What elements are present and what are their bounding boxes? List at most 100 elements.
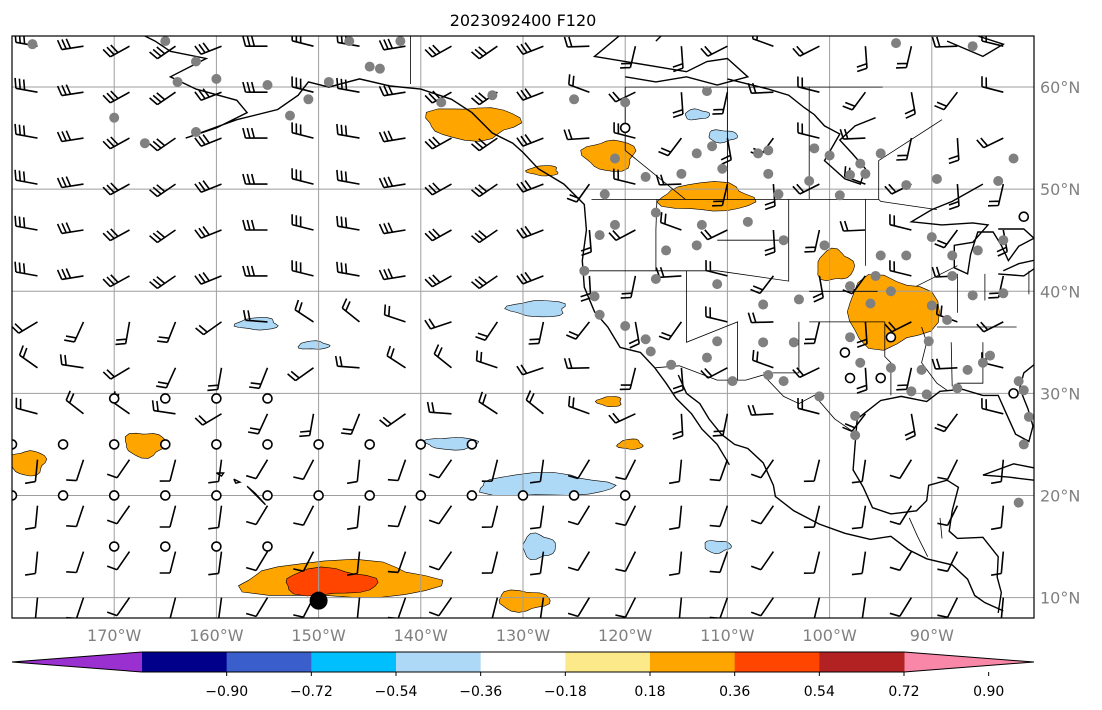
wind-barb xyxy=(658,137,683,157)
station-marker xyxy=(947,250,958,261)
station-marker xyxy=(1008,153,1019,164)
colorbar-tick-label: −0.90 xyxy=(205,684,248,700)
station-marker-calm xyxy=(415,490,427,501)
colorbar-extend-low xyxy=(12,652,142,672)
station-marker xyxy=(860,168,871,179)
wind-barb xyxy=(470,45,498,60)
coastlines xyxy=(143,36,1034,614)
wind-barb xyxy=(470,183,498,198)
wind-barb xyxy=(528,321,545,345)
station-marker xyxy=(855,357,866,368)
station-marker-calm xyxy=(875,372,887,384)
wind-barb xyxy=(896,137,913,161)
station-marker-calm xyxy=(364,439,376,450)
wind-barb xyxy=(65,390,84,415)
colorbar-tick-label: −0.18 xyxy=(544,684,587,700)
wind-barb xyxy=(747,312,774,324)
wind-barb xyxy=(861,597,867,618)
wind-barb xyxy=(102,274,130,288)
station-marker xyxy=(303,94,314,105)
station-marker-calm xyxy=(568,490,580,501)
wind-barb xyxy=(851,505,867,530)
wind-barb xyxy=(563,36,590,48)
wind-barb xyxy=(56,84,84,97)
station-marker xyxy=(691,240,702,251)
station-marker xyxy=(712,279,723,290)
station-marker-calm xyxy=(262,439,273,450)
wind-barb xyxy=(1000,597,1005,618)
wind-barb xyxy=(937,551,959,573)
wind-barb xyxy=(976,321,1004,333)
wind-barb xyxy=(516,271,544,285)
station-marker-calm xyxy=(12,490,18,501)
station-marker xyxy=(875,148,886,159)
wind-barb xyxy=(709,551,729,574)
station-marker xyxy=(594,309,605,320)
wind-barb xyxy=(24,505,39,530)
station-marker-calm xyxy=(466,439,478,450)
station-marker xyxy=(763,168,774,179)
wind-barb xyxy=(217,597,223,618)
coastline-segment xyxy=(909,183,1034,275)
wind-barb xyxy=(299,413,315,438)
station-marker xyxy=(998,235,1009,246)
lon-tick-label: 150°W xyxy=(291,626,346,645)
coastline-segment xyxy=(143,36,731,466)
wind-barb xyxy=(987,183,1005,207)
station-marker-calm xyxy=(108,541,120,552)
contour-region xyxy=(12,450,48,477)
border-segment xyxy=(916,265,958,287)
colorbar-segment xyxy=(819,652,905,672)
wind-barb xyxy=(613,168,636,185)
colorbar-segment xyxy=(650,652,736,672)
wind-barb xyxy=(709,505,729,528)
wind-barb xyxy=(378,84,406,97)
wind-barb xyxy=(750,505,775,525)
station-marker-calm xyxy=(517,490,529,501)
wind-barb xyxy=(628,321,640,349)
coastline-segment xyxy=(233,478,242,485)
wind-barb xyxy=(792,45,820,57)
wind-barb xyxy=(102,228,130,242)
station-marker-calm xyxy=(108,490,120,501)
border-segment xyxy=(624,87,686,200)
station-marker xyxy=(609,153,620,164)
wind-barb xyxy=(842,91,867,111)
wind-barb xyxy=(895,46,913,69)
lon-tick-label: 160°W xyxy=(189,626,244,645)
wind-barb xyxy=(336,261,360,277)
station-marker-calm xyxy=(160,490,171,501)
wind-barb xyxy=(336,77,360,93)
wind-barb xyxy=(659,212,682,231)
station-marker xyxy=(809,143,820,154)
lat-tick-label: 50°N xyxy=(1040,180,1080,199)
station-marker-calm xyxy=(160,393,171,404)
contour-region xyxy=(704,540,732,554)
contour-region xyxy=(124,432,168,459)
wind-barb xyxy=(34,597,39,618)
station-marker xyxy=(27,39,38,50)
wind-barb xyxy=(248,367,269,390)
lon-tick-label: 130°W xyxy=(496,626,551,645)
station-marker xyxy=(712,336,723,347)
wind-barb xyxy=(149,275,176,290)
border-segment xyxy=(950,342,953,387)
wind-barb xyxy=(525,390,544,415)
lon-tick-label: 90°W xyxy=(910,626,954,645)
wind-barb xyxy=(346,505,361,530)
wind-barb xyxy=(242,127,268,139)
station-marker xyxy=(650,207,661,218)
wind-barb xyxy=(620,46,637,69)
station-marker xyxy=(691,148,702,159)
station-marker xyxy=(645,346,656,357)
wind-barb xyxy=(566,183,591,203)
wind-barb xyxy=(356,597,361,618)
station-marker xyxy=(262,80,273,91)
wind-barb xyxy=(481,551,499,574)
coastline-segment xyxy=(592,36,750,86)
station-marker xyxy=(850,430,861,441)
colorbar-segment xyxy=(734,652,820,672)
wind-barb xyxy=(889,597,913,618)
station-marker xyxy=(661,245,672,256)
wind-barb xyxy=(608,91,636,103)
